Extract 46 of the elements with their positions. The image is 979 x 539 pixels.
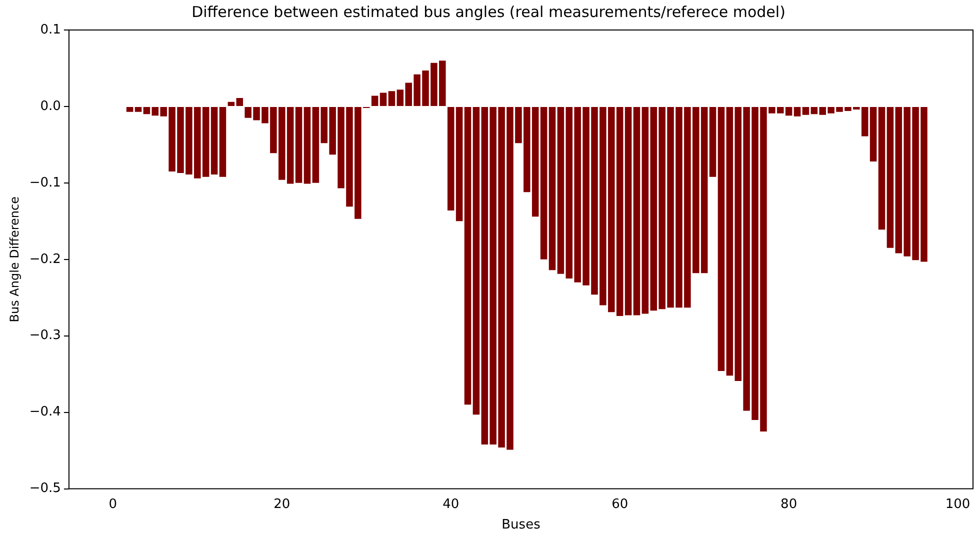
bar <box>802 106 810 115</box>
bar <box>380 92 387 106</box>
bar <box>219 106 226 177</box>
y-tick-label: −0.2 <box>29 252 61 267</box>
bar <box>886 106 894 248</box>
bar <box>228 102 235 106</box>
bar <box>709 106 716 177</box>
bar <box>447 106 454 210</box>
bar <box>540 106 548 260</box>
bar <box>236 98 244 106</box>
y-axis-title: Bus Angle Difference <box>7 196 22 322</box>
x-tick-label: 20 <box>274 496 290 512</box>
bar <box>388 91 396 106</box>
y-tick-label: −0.3 <box>29 328 61 344</box>
bar <box>548 106 556 270</box>
bar <box>464 106 472 405</box>
y-tick-label: −0.1 <box>29 175 61 190</box>
x-tick-label: 0 <box>108 496 118 512</box>
y-tick-label: 0.0 <box>40 98 61 114</box>
bar <box>642 106 649 314</box>
bar <box>785 106 792 116</box>
bar <box>456 106 463 222</box>
bar <box>126 106 134 112</box>
bar <box>304 106 311 184</box>
y-tick-label: −0.5 <box>29 481 61 496</box>
bar <box>557 106 564 274</box>
bar <box>624 106 632 316</box>
bar <box>143 106 150 114</box>
bar <box>134 106 142 112</box>
x-tick-label: 60 <box>612 496 628 512</box>
bar <box>878 106 886 230</box>
chart-title: Difference between estimated bus angles (real measurements/referece model) <box>192 2 786 21</box>
bar <box>210 106 218 175</box>
x-axis-title: Buses <box>502 518 541 533</box>
bar <box>718 106 725 372</box>
x-tick-label: 40 <box>442 496 460 512</box>
bar <box>870 106 877 162</box>
y-tick-label: 0.1 <box>40 22 61 38</box>
bar <box>472 106 480 415</box>
x-tick-label: 100 <box>945 496 970 512</box>
bar <box>371 96 378 106</box>
bar <box>295 106 302 183</box>
y-tick-label: −0.4 <box>29 404 61 420</box>
bar <box>794 106 801 116</box>
bar <box>633 106 640 316</box>
x-tick-label: 80 <box>780 496 798 512</box>
